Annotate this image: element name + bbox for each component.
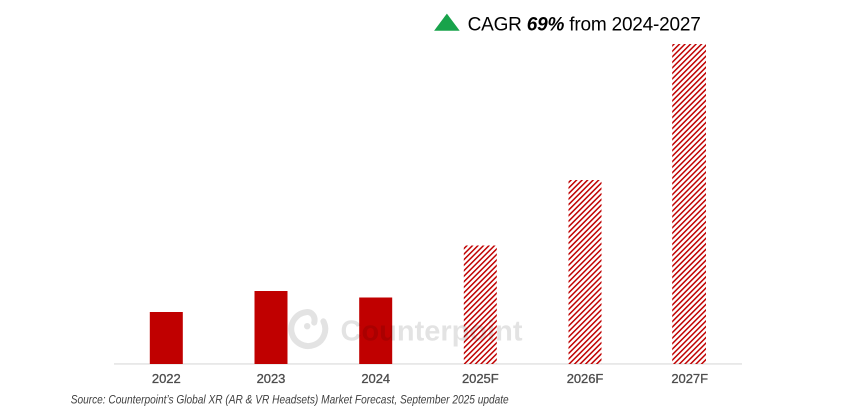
svg-text:Source: Counterpoint’s Global: Source: Counterpoint’s Global XR (AR & V… — [71, 392, 509, 406]
svg-text:2022: 2022 — [152, 371, 181, 386]
svg-text:2027F: 2027F — [671, 371, 708, 386]
svg-text:Counterpoint: Counterpoint — [341, 315, 523, 347]
svg-text:2025F: 2025F — [462, 371, 499, 386]
svg-text:2024: 2024 — [361, 371, 390, 386]
svg-text:2026F: 2026F — [567, 371, 604, 386]
svg-text:2023: 2023 — [257, 371, 286, 386]
svg-text:CAGR 69% from 2024-2027: CAGR 69% from 2024-2027 — [468, 14, 701, 35]
